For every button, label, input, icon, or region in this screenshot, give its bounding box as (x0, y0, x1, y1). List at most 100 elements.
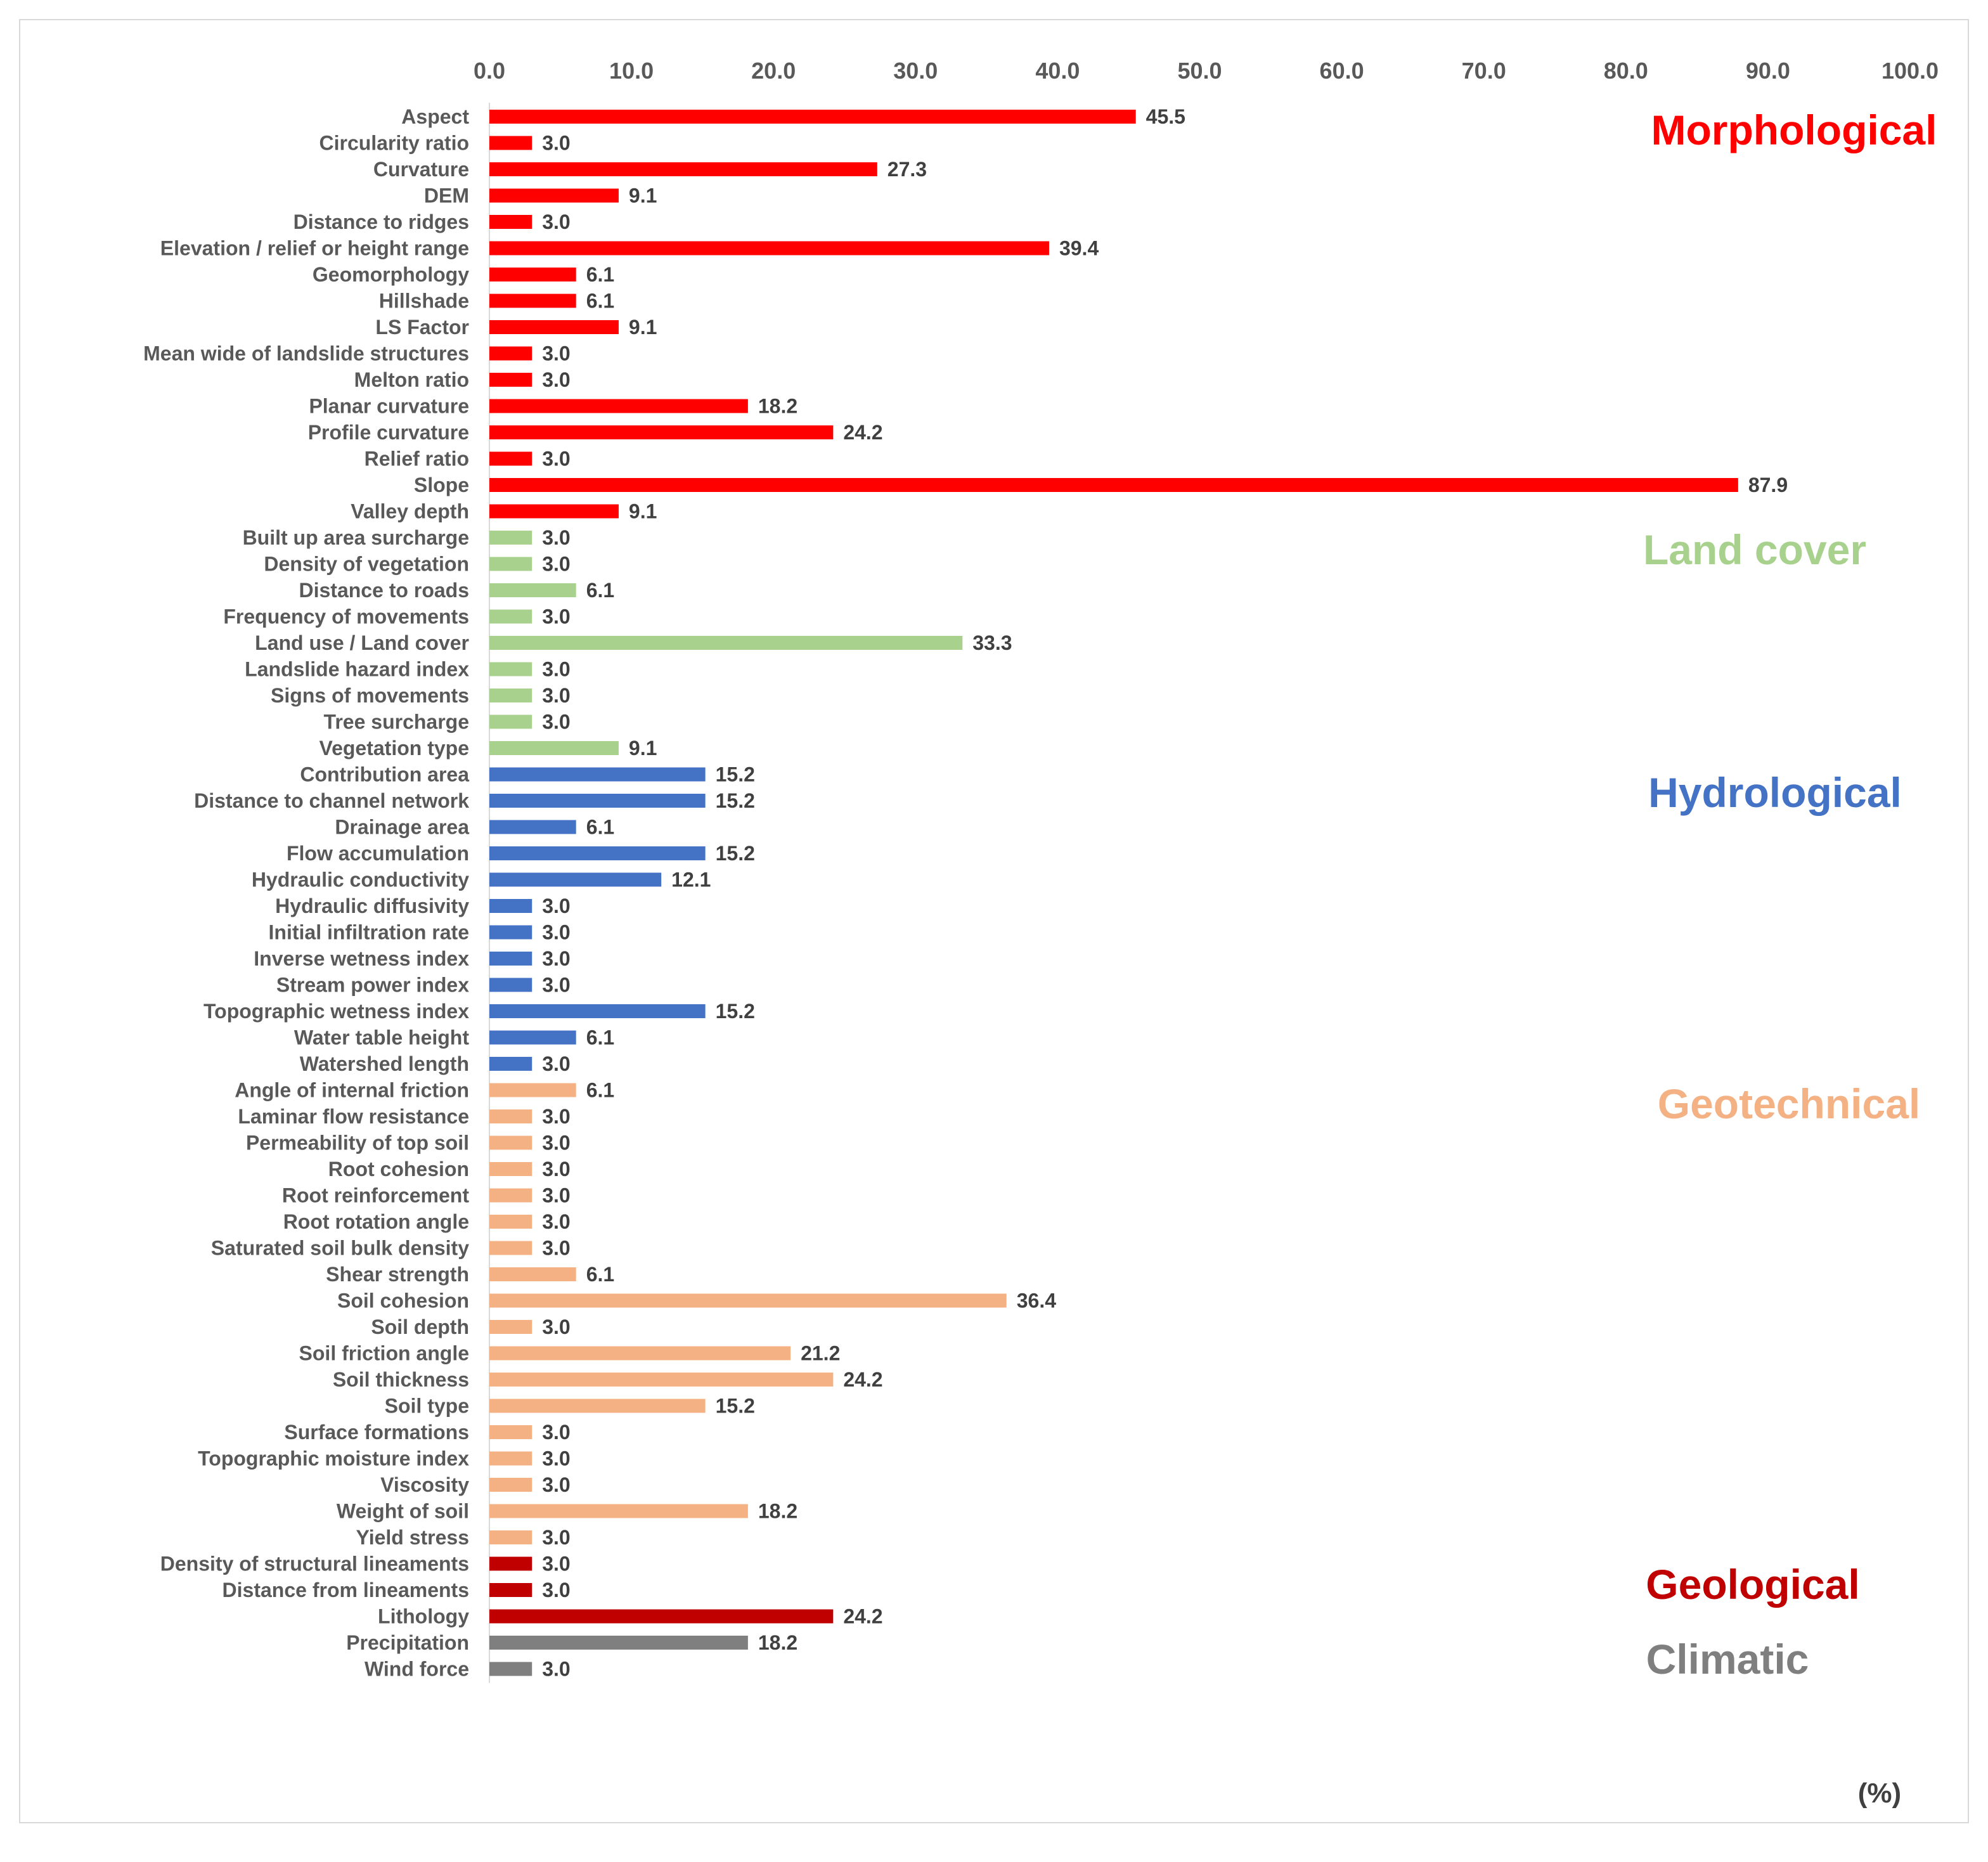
group-label-morphological: Morphological (1651, 107, 1937, 153)
bar (489, 162, 877, 176)
x-tick-label: 50.0 (1177, 58, 1222, 84)
bar (489, 504, 619, 519)
bar (489, 425, 834, 439)
data-label: 3.0 (542, 921, 570, 944)
data-label: 3.0 (542, 947, 570, 970)
category-label: Aspect (401, 105, 469, 128)
data-label: 3.0 (542, 448, 570, 470)
chart-frame (19, 19, 1969, 1823)
data-label: 36.4 (1017, 1290, 1056, 1312)
bar (489, 346, 532, 361)
data-label: 15.2 (716, 789, 755, 812)
bar (489, 1662, 532, 1676)
data-label: 3.0 (542, 711, 570, 734)
category-label: Hydraulic diffusivity (275, 895, 469, 917)
data-label: 12.1 (671, 869, 711, 891)
unit-label: (%) (1858, 1778, 1901, 1809)
data-label: 3.0 (542, 1658, 570, 1681)
bar (489, 188, 619, 203)
data-label: 18.2 (758, 1631, 797, 1654)
x-tick-label: 30.0 (893, 58, 938, 84)
category-label: Surface formations (284, 1421, 469, 1444)
data-label: 9.1 (629, 737, 657, 760)
category-label: Root cohesion (328, 1158, 469, 1180)
x-tick-label: 0.0 (474, 58, 505, 84)
category-label: Tree surcharge (324, 711, 469, 734)
bar (489, 1425, 532, 1439)
data-label: 3.0 (542, 1316, 570, 1338)
bar (489, 557, 532, 571)
category-label: Permeability of top soil (246, 1132, 469, 1154)
category-label: Built up area surcharge (243, 526, 469, 549)
data-label: 3.0 (542, 1447, 570, 1470)
bar (489, 399, 748, 413)
category-label: Distance to ridges (294, 210, 469, 233)
category-label: Hydraulic conductivity (252, 869, 469, 891)
data-label: 6.1 (586, 290, 614, 313)
bar (489, 741, 619, 755)
category-label: Melton ratio (354, 368, 469, 391)
category-label: Topographic moisture index (198, 1447, 469, 1470)
data-label: 6.1 (586, 263, 614, 286)
bar (489, 1320, 532, 1334)
category-label: Planar curvature (309, 395, 469, 418)
x-tick-label: 100.0 (1882, 58, 1939, 84)
data-label: 6.1 (586, 1026, 614, 1049)
group-label-hydrological: Hydrological (1648, 769, 1902, 816)
bar (489, 320, 619, 334)
category-label: Density of structural lineaments (160, 1553, 469, 1575)
category-label: Soil cohesion (337, 1290, 469, 1312)
category-label: Topographic wetness index (203, 1000, 469, 1023)
category-label: Vegetation type (320, 737, 470, 760)
x-tick-label: 10.0 (609, 58, 654, 84)
data-label: 3.0 (542, 1526, 570, 1549)
category-label: Lithology (378, 1605, 469, 1628)
data-label: 3.0 (542, 132, 570, 155)
data-label: 3.0 (542, 210, 570, 233)
data-label: 6.1 (586, 1079, 614, 1102)
data-label: 9.1 (629, 500, 657, 523)
category-label: Viscosity (380, 1473, 469, 1496)
category-label: Water table height (294, 1026, 470, 1049)
bar (489, 1530, 532, 1544)
category-label: Landslide hazard index (245, 658, 469, 681)
bar (489, 1556, 532, 1571)
category-label: Weight of soil (337, 1500, 469, 1523)
data-label: 15.2 (716, 1000, 755, 1023)
bar (489, 373, 532, 387)
category-label: Laminar flow resistance (238, 1105, 469, 1128)
data-label: 21.2 (801, 1342, 840, 1365)
data-label: 3.0 (542, 1473, 570, 1496)
bar (489, 1373, 834, 1387)
data-label: 3.0 (542, 342, 570, 365)
data-label: 3.0 (542, 368, 570, 391)
bar (489, 1504, 748, 1518)
data-label: 6.1 (586, 816, 614, 839)
bar (489, 1241, 532, 1255)
bar (489, 451, 532, 466)
data-label: 24.2 (843, 1605, 882, 1628)
data-label: 9.1 (629, 184, 657, 207)
category-label: DEM (424, 184, 469, 207)
category-label: Root reinforcement (282, 1184, 469, 1207)
category-label: Relief ratio (365, 448, 469, 470)
bar (489, 268, 576, 281)
bar (489, 1030, 576, 1045)
x-tick-label: 90.0 (1746, 58, 1790, 84)
data-label: 3.0 (542, 1237, 570, 1260)
group-label-geotechnical: Geotechnical (1658, 1080, 1920, 1127)
data-label: 9.1 (629, 316, 657, 339)
category-label: Elevation / relief or height range (160, 237, 469, 260)
data-label: 3.0 (542, 1184, 570, 1207)
bar (489, 1215, 532, 1229)
bar (489, 820, 576, 834)
bar (489, 1293, 1007, 1308)
bar (489, 136, 532, 150)
x-tick-label: 60.0 (1320, 58, 1364, 84)
data-label: 3.0 (542, 526, 570, 549)
data-label: 33.3 (972, 631, 1012, 654)
data-label: 27.3 (888, 158, 927, 181)
category-label: Frequency of movements (223, 605, 469, 628)
data-label: 3.0 (542, 1210, 570, 1233)
